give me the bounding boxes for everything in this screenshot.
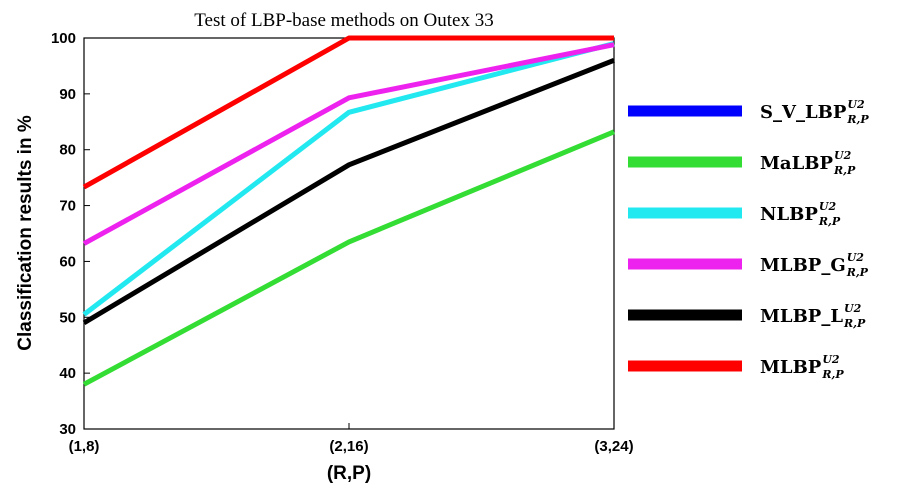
plot-frame	[83, 37, 615, 430]
legend-label-mlbp: MLBP	[760, 357, 822, 378]
x-axis-ticks: (1,8) (2,16) (3,24)	[69, 423, 634, 455]
y-tick-label: 70	[59, 198, 76, 215]
legend-label-mlbp-g: MLBP_G	[760, 255, 846, 276]
legend-subscript: R,P	[846, 266, 869, 279]
y-tick-label: 60	[59, 253, 76, 270]
y-tick-label: 40	[59, 365, 76, 382]
series-lines	[82, 35, 615, 387]
y-axis-ticks: 30 40 50 60 70 80 90 100	[51, 30, 90, 438]
x-axis-label: (R,P)	[327, 463, 371, 484]
legend-name: MLBP_L	[760, 306, 843, 327]
legend-label-mlbp-l: MLBP_L	[760, 306, 843, 327]
legend-subscript: R,P	[846, 113, 869, 126]
legend-subscript: R,P	[818, 215, 841, 228]
legend-name: MaLBP	[760, 153, 833, 174]
y-tick-label: 90	[59, 86, 76, 103]
y-tick-label: 50	[59, 309, 76, 326]
series-line-mlbp	[82, 35, 614, 190]
legend-subscript: R,P	[843, 317, 866, 330]
x-tick-label: (1,8)	[69, 438, 100, 455]
chart-title: Test of LBP-base methods on Outex 33	[194, 10, 493, 31]
x-tick-label: (3,24)	[594, 438, 633, 455]
legend-name: MLBP_G	[760, 255, 846, 276]
y-axis-label: Classification results in %	[15, 115, 36, 351]
y-tick-label: 100	[51, 30, 76, 47]
series-line-nlbp	[82, 41, 615, 317]
legend-label-nlbp: NLBP	[760, 204, 818, 225]
legend-superscript: U2	[847, 251, 865, 264]
legend-subscript: R,P	[821, 368, 844, 381]
x-tick-label: (2,16)	[329, 438, 368, 455]
legend-name: NLBP	[760, 204, 818, 225]
legend-superscript: U2	[822, 353, 840, 366]
series-line-malbp	[82, 129, 615, 387]
y-tick-label: 80	[59, 142, 76, 159]
legend-superscript: U2	[844, 302, 862, 315]
legend-superscript: U2	[847, 98, 865, 111]
legend-label-malbp: MaLBP	[760, 153, 833, 174]
legend-subscript: R,P	[833, 164, 856, 177]
series-line-mlbp-g	[82, 42, 615, 246]
legend-superscript: U2	[834, 149, 852, 162]
legend-name: MLBP	[760, 357, 822, 378]
y-tick-label: 30	[59, 421, 76, 438]
series-line-mlbp-l	[82, 57, 615, 326]
legend-name: S_V_LBP	[760, 102, 847, 123]
legend-label-s-v-lbp: S_V_LBP	[760, 102, 847, 123]
legend-superscript: U2	[819, 200, 837, 213]
